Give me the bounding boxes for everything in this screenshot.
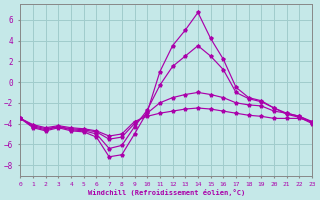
X-axis label: Windchill (Refroidissement éolien,°C): Windchill (Refroidissement éolien,°C) xyxy=(88,189,245,196)
